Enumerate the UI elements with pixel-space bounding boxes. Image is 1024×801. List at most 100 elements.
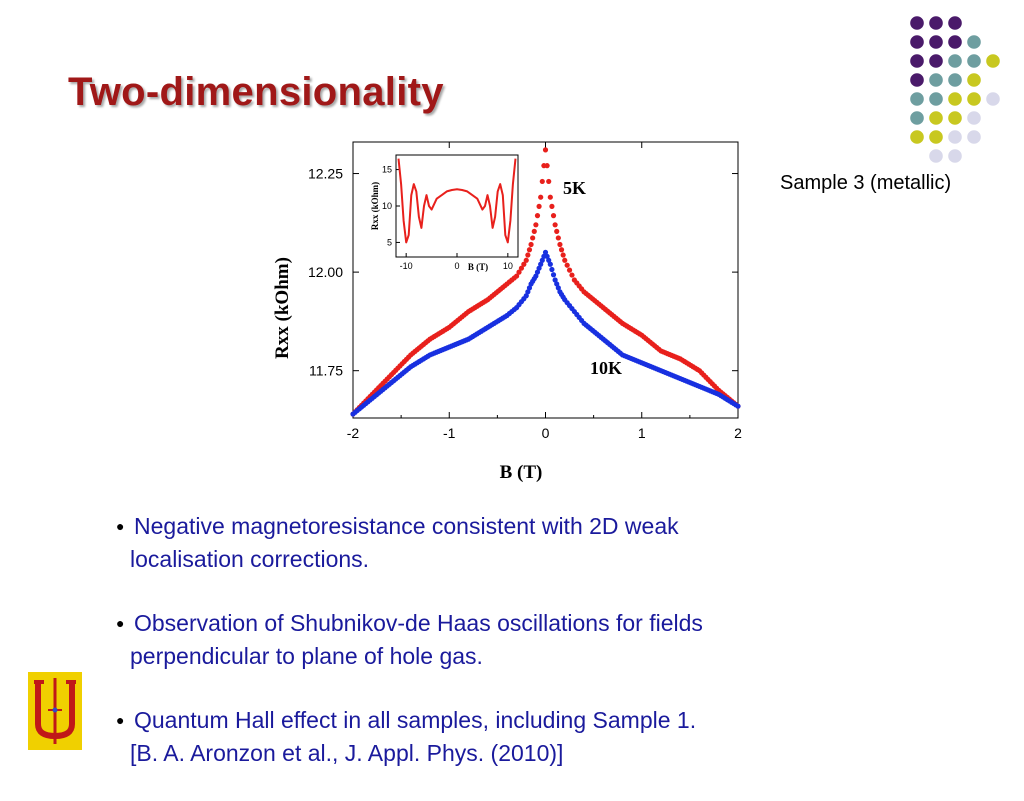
bullet-dot-icon: ● [116, 712, 125, 728]
data-point [549, 203, 555, 209]
bullet-dot-icon: ● [116, 615, 125, 631]
x-tick-label: 2 [734, 425, 742, 441]
data-point [542, 249, 549, 255]
y-axis-label: Rxx (kOhm) [272, 257, 293, 359]
decor-dot [967, 92, 981, 106]
data-point [531, 228, 537, 234]
sample-label: Sample 3 (metallic) [780, 172, 952, 194]
bullet-dot-icon: ● [116, 518, 125, 534]
data-point [536, 265, 542, 271]
data-point [555, 235, 561, 241]
data-point [523, 293, 529, 299]
decor-dot [929, 149, 943, 163]
inset-y-tick-label: 10 [382, 201, 392, 211]
decor-dot [948, 149, 962, 163]
x-tick-label: -1 [443, 425, 456, 441]
data-point [538, 194, 544, 200]
inset-frame [395, 154, 519, 258]
decor-dot [948, 54, 962, 68]
data-point [547, 194, 553, 200]
decor-dot [910, 111, 924, 125]
data-point [525, 252, 531, 258]
data-point [554, 281, 560, 287]
data-point [560, 252, 566, 258]
data-point [523, 257, 529, 263]
data-point [538, 261, 544, 267]
data-point [539, 178, 545, 185]
decor-dot [967, 111, 981, 125]
data-point [562, 257, 568, 263]
data-point [518, 265, 525, 271]
data-point [536, 203, 542, 209]
series-label-5k: 5K [563, 178, 586, 198]
decor-dot [948, 73, 962, 87]
inset-series-line [397, 158, 517, 244]
data-point [539, 257, 545, 263]
data-point [547, 261, 553, 267]
data-point [549, 266, 555, 273]
decor-dot [929, 130, 943, 144]
inset-y-axis-label: Rxx (kOhm) [370, 182, 380, 230]
decor-dot [948, 130, 962, 144]
bullet-line: localisation corrections. [130, 546, 370, 572]
data-point [533, 222, 539, 228]
decor-dot [910, 35, 924, 49]
x-axis-label: B (T) [500, 462, 543, 483]
decor-dot [910, 92, 924, 106]
data-point [735, 403, 741, 409]
data-point [552, 222, 558, 228]
decor-dot [929, 92, 943, 106]
x-tick-label: 0 [542, 425, 550, 441]
decor-dot [948, 92, 962, 106]
decor-dot [910, 16, 924, 30]
y-tick-label: 12.25 [308, 166, 343, 182]
bullet-line: Negative magnetoresistance consistent wi… [134, 513, 679, 539]
slide-title: Two-dimensionality [68, 70, 444, 114]
inset-chart: -10 0 10 5 10 15 B (T) Rxx (kOhm) [370, 154, 519, 272]
data-point [514, 273, 520, 279]
decor-dot [929, 16, 943, 30]
decor-dot [929, 54, 943, 68]
decor-dot [948, 35, 962, 49]
data-point [554, 228, 560, 234]
decor-dot [929, 35, 943, 49]
x-tick-label: 1 [638, 425, 646, 441]
data-point [516, 269, 522, 275]
decor-dot [910, 130, 924, 144]
data-point [552, 277, 558, 283]
data-point [526, 247, 533, 253]
decor-dot [986, 92, 1000, 106]
series-5k [350, 147, 741, 417]
inset-x-tick-label: 0 [454, 261, 459, 271]
inset-y-tick-label: 15 [382, 165, 392, 175]
decor-dot [967, 54, 981, 68]
bullet-item: ● Quantum Hall effect in all samples, in… [112, 704, 892, 770]
bullet-item: ● Observation of Shubnikov-de Haas oscil… [112, 607, 892, 673]
decor-dot [948, 16, 962, 30]
data-point [534, 269, 541, 275]
data-point [544, 163, 550, 169]
decor-dot [967, 130, 981, 144]
inset-x-tick-label: -10 [400, 261, 413, 271]
bullet-line: [B. A. Aronzon et al., J. Appl. Phys. (2… [130, 740, 564, 766]
inset-x-tick-label: 10 [503, 261, 513, 271]
data-point [550, 272, 557, 278]
data-point [566, 267, 573, 273]
bullet-list: ● Negative magnetoresistance consistent … [112, 510, 892, 801]
series-label-10k: 10K [590, 358, 622, 378]
data-point [521, 261, 527, 267]
data-point [555, 285, 561, 291]
bullet-line: perpendicular to plane of hole gas. [130, 643, 483, 669]
decor-dot [929, 111, 943, 125]
data-point [525, 289, 531, 295]
data-point [528, 241, 534, 248]
data-point [526, 285, 533, 291]
data-point [564, 262, 570, 268]
main-series [350, 147, 741, 417]
series-10k [350, 249, 741, 417]
decor-dot [967, 35, 981, 49]
decor-dot [910, 73, 924, 87]
data-point [542, 147, 549, 153]
data-point [569, 272, 575, 278]
